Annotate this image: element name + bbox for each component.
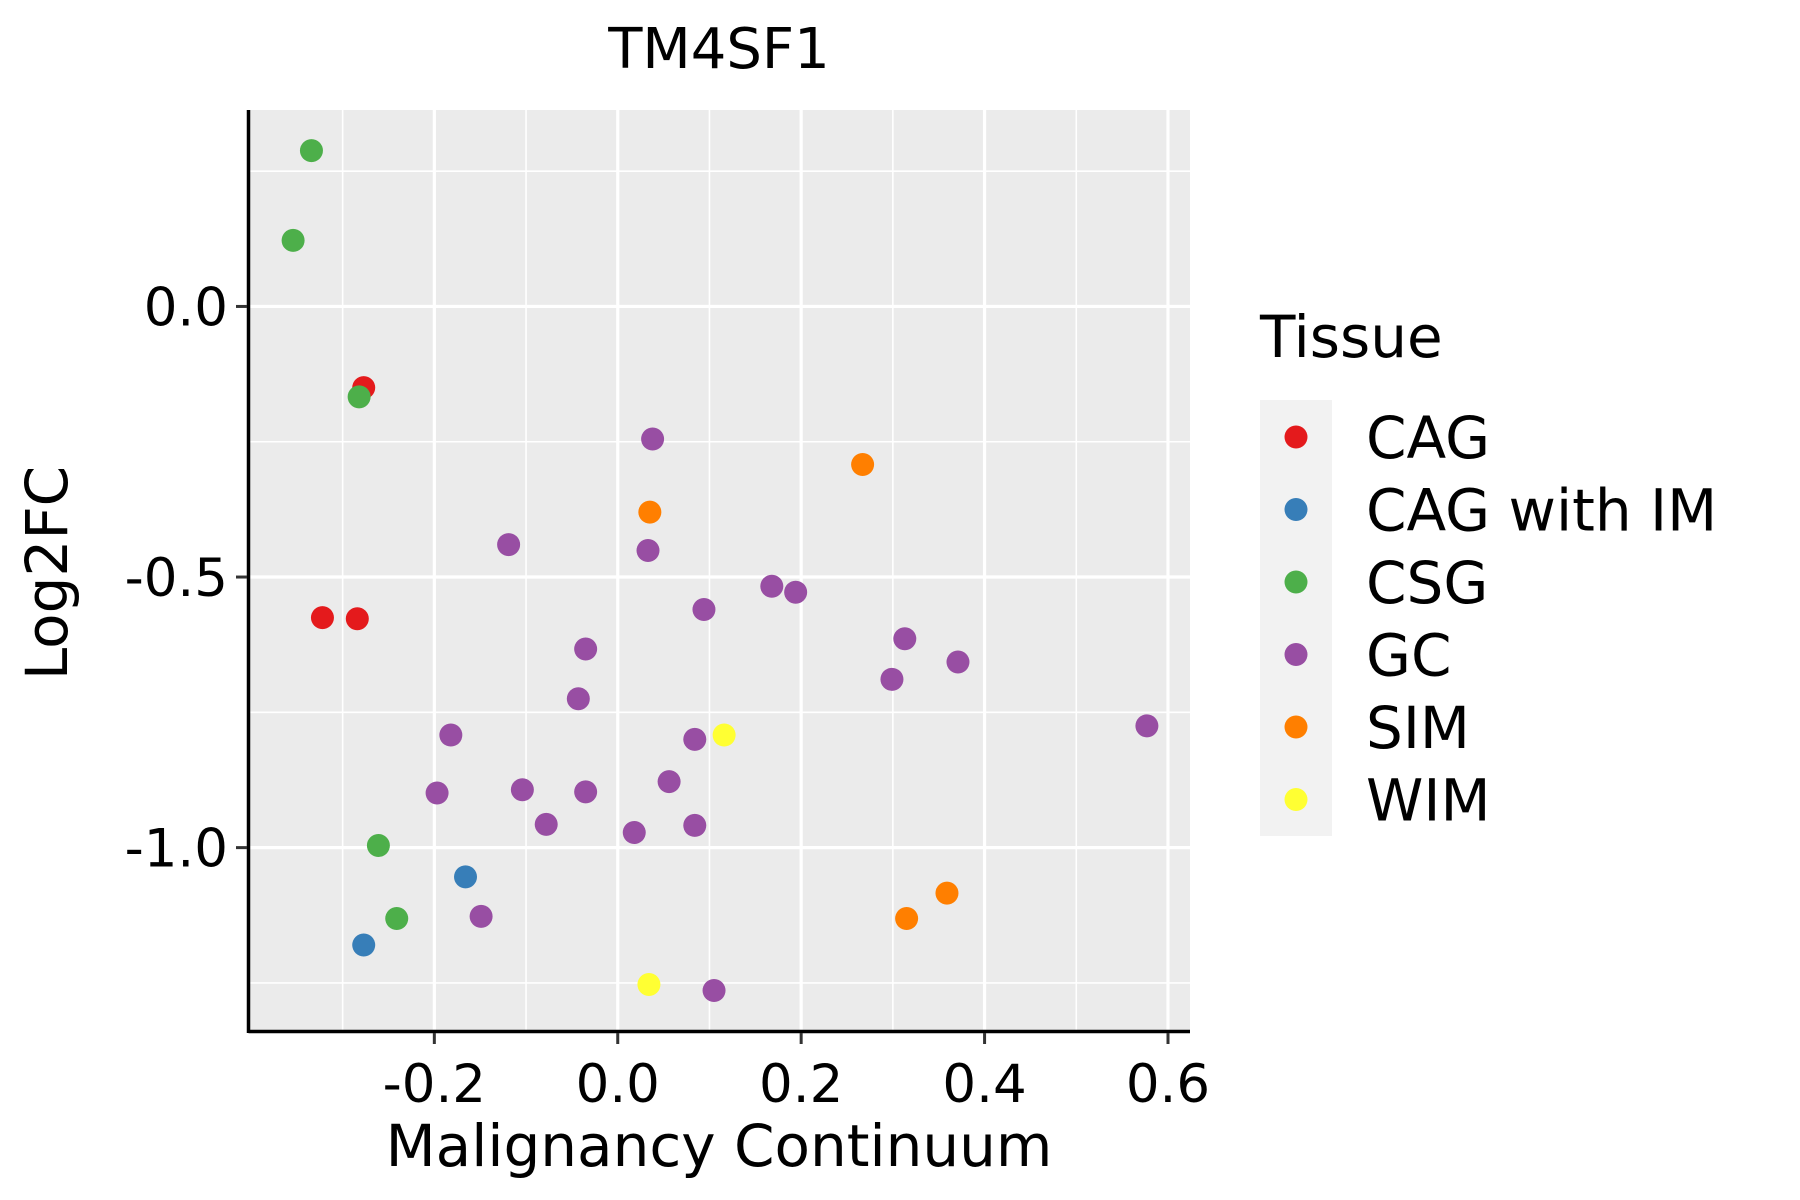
data-point-gc: [425, 781, 449, 805]
data-point-gc: [574, 780, 598, 804]
y-axis-title: Log2FC: [13, 466, 81, 680]
data-point-csg: [299, 139, 323, 163]
y-axis-ticks: 0.0 -0.5 -1.0: [125, 277, 247, 880]
data-point-csg: [281, 228, 305, 252]
legend-title: Tissue: [1259, 303, 1443, 371]
data-point-gc: [469, 904, 493, 928]
data-point-gc: [534, 812, 558, 836]
data-point-gc: [683, 813, 707, 837]
data-point-gc: [566, 687, 590, 711]
data-point-gc: [636, 539, 660, 563]
y-tick-label: 0.0: [144, 277, 228, 338]
data-point-gc: [622, 820, 646, 844]
data-point-csg: [385, 907, 409, 931]
legend-key-gc: [1284, 643, 1308, 666]
x-tick-label: -0.2: [383, 1054, 486, 1115]
data-point-gc: [1135, 714, 1159, 738]
legend-key-cag: [1284, 425, 1308, 449]
data-point-gc: [760, 574, 784, 598]
data-point-gc: [702, 978, 726, 1002]
legend-key-wim: [1284, 788, 1308, 811]
data-point-sim: [851, 452, 875, 476]
legend-label: CAG: [1366, 404, 1490, 472]
plot-panel: [250, 110, 1190, 1030]
x-tick-label: 0.2: [759, 1054, 843, 1115]
legend-key-cag-with-im: [1284, 498, 1308, 521]
legend-label: CAG with IM: [1366, 477, 1717, 545]
legend-label: CSG: [1366, 549, 1488, 617]
legend-label: WIM: [1366, 767, 1491, 835]
data-points: [281, 139, 1159, 1002]
data-point-sim: [935, 881, 959, 905]
data-point-gc: [497, 533, 521, 557]
legend-key-csg: [1284, 570, 1308, 594]
data-point-gc: [510, 778, 534, 802]
data-point-wim: [637, 973, 661, 997]
x-tick-label: 0.4: [942, 1054, 1026, 1115]
x-axis-title: Malignancy Continuum: [386, 1112, 1053, 1180]
data-point-cag-with-im: [352, 933, 376, 957]
data-point-csg: [347, 385, 371, 409]
major-gridlines: [250, 110, 1190, 1030]
data-point-gc: [784, 580, 808, 604]
data-point-gc: [880, 667, 904, 691]
data-point-gc: [439, 723, 463, 747]
data-point-cag-with-im: [454, 865, 478, 889]
x-tick-label: 0.0: [576, 1054, 660, 1115]
data-point-gc: [657, 770, 681, 794]
legend-key-sim: [1284, 715, 1308, 739]
legend-label: GC: [1366, 622, 1451, 690]
data-point-wim: [712, 723, 736, 747]
x-tick-label: 0.6: [1126, 1054, 1210, 1115]
data-point-csg: [366, 833, 390, 857]
data-point-gc: [692, 598, 716, 622]
data-point-cag: [345, 607, 369, 631]
data-point-gc: [683, 727, 707, 751]
y-tick-label: -1.0: [125, 819, 228, 880]
data-point-sim: [895, 907, 919, 931]
data-point-gc: [574, 637, 598, 661]
legend-label: SIM: [1366, 694, 1470, 762]
data-point-gc: [946, 650, 970, 674]
data-point-gc: [641, 427, 665, 451]
x-axis-ticks: -0.2 0.0 0.2 0.4 0.6: [383, 1033, 1210, 1115]
chart-title: TM4SF1: [607, 17, 830, 82]
legend-key-background: [1260, 400, 1332, 836]
data-point-cag: [310, 606, 334, 630]
y-tick-label: -0.5: [125, 548, 228, 609]
data-point-sim: [638, 500, 662, 524]
data-point-gc: [893, 627, 917, 651]
